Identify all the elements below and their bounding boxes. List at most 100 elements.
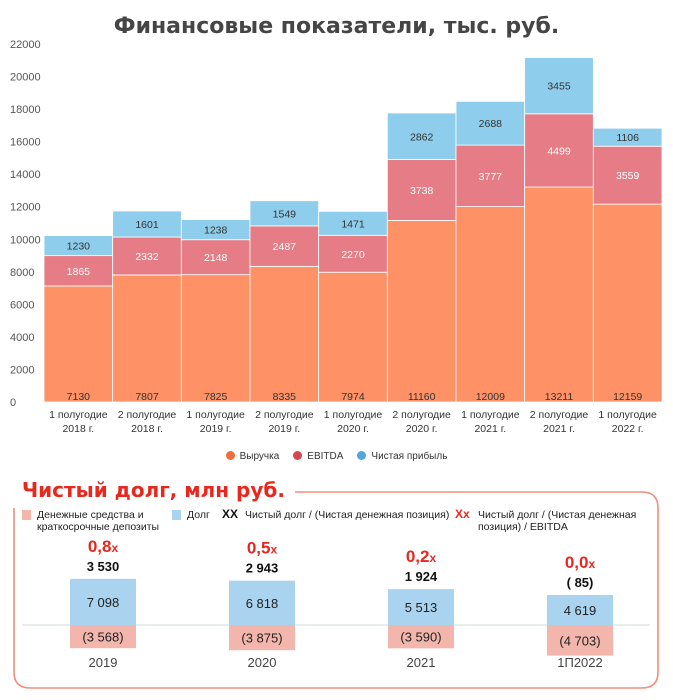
data-label: 2148 [204, 252, 228, 264]
bar-segment [524, 113, 594, 188]
x-tick-label: 2 полугодие [392, 409, 451, 421]
data-label: 3559 [616, 170, 640, 182]
x-tick-label: 2018 г. [62, 423, 94, 435]
data-label: 1106 [616, 132, 639, 144]
cash-bar [547, 625, 613, 656]
frame-border [13, 491, 659, 689]
data-label: 1238 [204, 225, 228, 237]
debt-label: 6 818 [246, 596, 279, 611]
data-label: 1549 [273, 208, 297, 220]
y-tick-label: 20000 [10, 72, 41, 84]
bar-segment [112, 210, 182, 238]
bar-segment [592, 145, 663, 205]
data-label: 7130 [67, 391, 91, 403]
bar-segment [318, 271, 388, 403]
cash-label: (3 590) [400, 630, 441, 645]
cash-bar [70, 625, 136, 649]
ratio-label: 0,2x [406, 547, 437, 566]
data-label: 7825 [204, 391, 228, 403]
data-label: 1601 [135, 219, 159, 231]
cash-label: (3 568) [82, 630, 123, 645]
data-label: 3777 [479, 171, 503, 183]
data-label: 13211 [545, 391, 574, 403]
data-label: 1865 [67, 266, 91, 278]
bar-segment [249, 265, 320, 403]
legend-ratio-marker: Xx [455, 507, 470, 521]
net-debt-label: ( 85) [567, 575, 594, 590]
y-tick-label: 22000 [10, 39, 41, 51]
legend-label: Выручка [239, 451, 280, 462]
y-tick-label: 8000 [10, 267, 34, 279]
x-tick-label: 1 полугодие [461, 409, 520, 421]
bar-segment [524, 57, 594, 115]
x-tick-label: 2018 г. [131, 423, 163, 435]
x-tick-label: 2 полугодие [118, 409, 177, 421]
cash-label: (4 703) [559, 633, 600, 648]
ratio-label: 0,5x [247, 539, 278, 558]
data-label: 2688 [479, 118, 503, 130]
debt-bar [547, 594, 613, 625]
bar-segment [318, 234, 388, 273]
bar-segment [386, 219, 457, 403]
legend-label: EBITDA [307, 451, 344, 462]
y-tick-label: 12000 [10, 202, 41, 214]
data-label: 2487 [273, 241, 297, 253]
legend-item: Выручка [225, 451, 280, 462]
y-tick-label: 18000 [10, 104, 41, 116]
x-tick-label: 2021 г. [474, 423, 506, 435]
cash-bar [388, 625, 454, 649]
y-tick-label: 6000 [10, 299, 34, 311]
debt-label: 5 513 [405, 600, 438, 615]
bar-segment [455, 100, 526, 146]
bar-segment [249, 225, 320, 267]
data-label: 12159 [613, 391, 642, 403]
x-tick-label: 2020 [248, 655, 277, 670]
x-tick-label: 2 полугодие [530, 409, 589, 421]
chart-title: Финансовые показатели, тыс. руб. [113, 14, 560, 39]
data-label: 2332 [135, 251, 159, 263]
legend-item: Чистая прибыль [357, 451, 447, 462]
bar-segment [592, 127, 663, 147]
x-tick-label: 1 полугодие [324, 409, 383, 421]
debt-label: 4 619 [564, 603, 597, 618]
legend-cash-swatch [22, 510, 31, 520]
x-tick-label: 2022 г. [612, 423, 644, 435]
x-tick-label: 1 полугодие [186, 409, 245, 421]
y-tick-label: 14000 [10, 169, 41, 181]
net-debt-label: 1 924 [405, 569, 438, 584]
x-tick-label: 2020 г. [337, 423, 369, 435]
chart-legend: Выручка EBITDA Чистая прибыль [0, 451, 673, 462]
x-tick-label: 2019 г. [268, 423, 300, 435]
ratio-label: 0,0x [565, 553, 596, 572]
y-tick-label: 2000 [10, 364, 34, 376]
data-label: 4499 [547, 145, 571, 157]
x-tick-label: 2019 г. [200, 423, 232, 435]
debt-label: 7 098 [87, 595, 120, 610]
debt-bar [229, 580, 295, 625]
debt-bar [70, 578, 136, 625]
data-label: 1230 [67, 241, 91, 253]
legend-dot [293, 451, 303, 460]
legend-debt-swatch [172, 510, 181, 520]
net-debt-label: 3 530 [87, 559, 120, 574]
legend-item: EBITDA [293, 451, 343, 462]
net-debt-title: Чистый долг, млн руб. [22, 478, 285, 502]
data-label: 2270 [341, 249, 365, 261]
y-tick-label: 16000 [10, 137, 41, 149]
x-tick-label: 2019 [89, 655, 118, 670]
x-tick-label: 1П2022 [557, 655, 603, 670]
bar-segment [592, 203, 663, 403]
bar-segment [455, 206, 526, 403]
data-label: 1471 [341, 218, 365, 230]
data-label: 7974 [341, 391, 365, 403]
cash-label: (3 875) [241, 631, 282, 646]
legend-cash-label: Денежные средства и краткосрочные депози… [37, 509, 160, 533]
x-tick-label: 2020 г. [406, 423, 438, 435]
legend-dot [357, 451, 367, 460]
bar-segment [455, 144, 526, 207]
x-tick-label: 2 полугодие [255, 409, 314, 421]
legend-ratio-label: Чистый долг / (Чистая денежная позиция) … [478, 509, 637, 533]
data-label: 2862 [410, 131, 434, 143]
data-label: 12009 [476, 391, 505, 403]
data-label: 7807 [135, 391, 159, 403]
